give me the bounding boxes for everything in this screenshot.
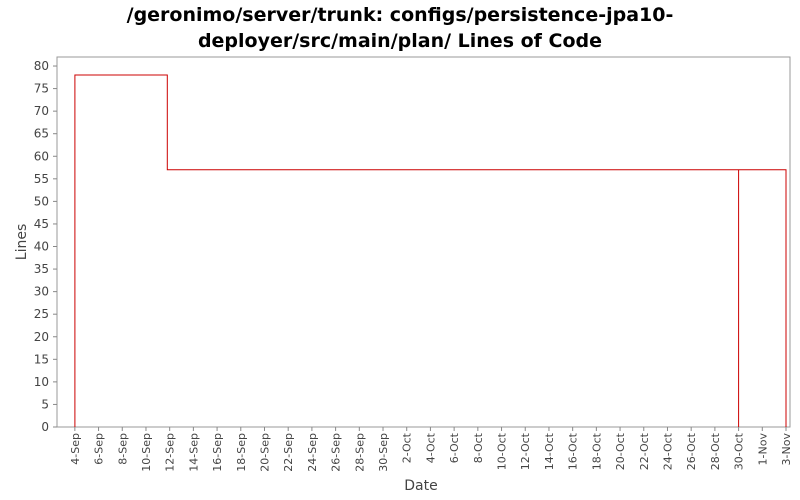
- y-tick-label: 65: [34, 127, 49, 141]
- y-tick-label: 75: [34, 82, 49, 96]
- data-point: [786, 169, 787, 170]
- x-tick-label: 24-Sep: [306, 433, 319, 472]
- chart-title: /geronimo/server/trunk: configs/persiste…: [0, 2, 800, 54]
- data-point: [167, 75, 168, 76]
- y-tick-label: 60: [34, 149, 49, 163]
- x-tick-label: 2-Oct: [401, 432, 414, 463]
- series-line: [74, 74, 787, 427]
- x-tick-label: 18-Sep: [235, 433, 248, 472]
- y-tick-label: 25: [34, 307, 49, 321]
- x-tick-label: 12-Sep: [164, 433, 177, 472]
- y-tick-label: 35: [34, 262, 49, 276]
- y-tick-label: 45: [34, 217, 49, 231]
- x-tick-label: 10-Oct: [496, 432, 509, 470]
- x-tick-label: 30-Sep: [377, 433, 390, 472]
- x-tick-label: 14-Sep: [187, 433, 200, 472]
- series-group: [74, 74, 787, 428]
- y-tick-label: 10: [34, 375, 49, 389]
- x-tick-label: 22-Oct: [638, 432, 651, 470]
- x-tick-label: 6-Oct: [448, 432, 461, 463]
- x-tick-label: 14-Oct: [543, 432, 556, 470]
- x-axis-label: Date: [404, 478, 437, 494]
- x-tick-label: 3-Nov: [780, 433, 793, 466]
- y-tick-label: 55: [34, 172, 49, 186]
- x-tick-label: 28-Oct: [709, 432, 722, 470]
- y-tick-label: 50: [34, 194, 49, 208]
- chart-title-line-2: deployer/src/main/plan/ Lines of Code: [197, 30, 603, 52]
- x-tick-label: 12-Oct: [519, 432, 532, 470]
- x-tick-label: 8-Sep: [116, 433, 129, 465]
- y-tick-label: 5: [41, 397, 49, 411]
- data-point: [74, 75, 75, 76]
- data-point: [167, 169, 168, 170]
- x-tick-label: 10-Sep: [140, 433, 153, 472]
- y-tick-label: 40: [34, 240, 49, 254]
- data-point: [786, 427, 787, 428]
- y-tick-label: 70: [34, 104, 49, 118]
- x-tick-label: 16-Oct: [567, 432, 580, 470]
- y-axis: 0 5 10 15 20 25 30 35 40 45 50 55 60 65 70 75 80: [34, 59, 57, 434]
- x-tick-label: 8-Oct: [472, 432, 485, 463]
- y-tick-label: 20: [34, 330, 49, 344]
- y-tick-label: 15: [34, 352, 49, 366]
- x-tick-label: 26-Sep: [330, 433, 343, 472]
- x-axis: 4-Sep 6-Sep 8-Sep 10-Sep 12-Sep 14-Sep 16-Sep 1…: [69, 427, 793, 472]
- x-tick-label: 30-Oct: [733, 432, 746, 470]
- x-tick-label: 6-Sep: [93, 433, 106, 465]
- x-tick-label: 16-Sep: [211, 433, 224, 472]
- x-tick-label: 4-Sep: [69, 433, 82, 465]
- data-point: [738, 169, 739, 170]
- y-tick-label: 80: [34, 59, 49, 73]
- x-tick-label: 20-Sep: [258, 433, 271, 472]
- plot-area: [56, 56, 791, 428]
- x-tick-label: 1-Nov: [756, 433, 769, 466]
- x-tick-label: 20-Oct: [614, 432, 627, 470]
- x-tick-label: 18-Oct: [590, 432, 603, 470]
- data-point: [74, 427, 75, 428]
- x-tick-label: 28-Sep: [353, 433, 366, 472]
- chart-title-line-1: /geronimo/server/trunk: configs/persiste…: [126, 4, 674, 26]
- x-tick-label: 26-Oct: [685, 432, 698, 470]
- x-tick-label: 4-Oct: [424, 432, 437, 463]
- x-tick-label: 24-Oct: [661, 432, 674, 470]
- y-axis-label: Lines: [14, 224, 30, 260]
- x-tick-label: 22-Sep: [282, 433, 295, 472]
- y-tick-label: 30: [34, 285, 49, 299]
- data-point: [738, 427, 739, 428]
- y-tick-label: 0: [41, 420, 49, 434]
